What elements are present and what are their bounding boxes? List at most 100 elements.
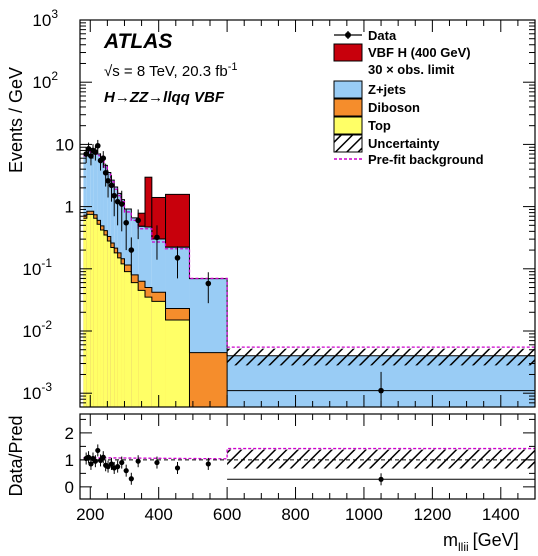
legend-signal-swatch — [333, 43, 363, 62]
top-bar-9 — [114, 252, 118, 407]
signal-bar-15 — [144, 176, 153, 228]
stacked-backgrounds — [83, 148, 535, 407]
energy-superscript: -1 — [228, 61, 238, 73]
top-bar-7 — [107, 240, 111, 407]
legend-zjets: Z+jets — [333, 80, 406, 99]
x-tick-label-4: 1000 — [345, 505, 383, 524]
y-tick-label-exp-6: -3 — [41, 380, 52, 394]
data-point-20 — [378, 387, 384, 394]
data-point-7 — [100, 155, 107, 161]
top-bar-4 — [97, 224, 101, 407]
uncertainty-band-0 — [227, 348, 535, 366]
ratio-point-10 — [108, 461, 115, 467]
top-bar-2 — [90, 214, 94, 407]
data-points — [83, 139, 535, 407]
y-tick-label-base-0: 10 — [32, 11, 51, 30]
x-tick-label-6: 1400 — [482, 505, 520, 524]
data-point-18 — [174, 255, 181, 261]
ratio-uncertainty-band — [227, 449, 535, 469]
y-tick-label-exp-5: -2 — [41, 318, 52, 332]
ratio-point-4 — [92, 458, 98, 464]
x-axis-title-base: m — [443, 530, 458, 550]
top-bar-15 — [145, 297, 152, 407]
ratio-point-2 — [88, 461, 94, 467]
legend-uncertainty: Uncertainty — [333, 134, 440, 153]
ratio-point-16 — [135, 458, 141, 464]
top-outline — [83, 213, 190, 407]
top-bar-12 — [124, 271, 132, 407]
x-tick-label-1: 400 — [144, 505, 172, 524]
top-bar-17 — [165, 320, 190, 407]
y-tick-label-base-5: 10 — [22, 322, 41, 341]
x-axis-title-unit: [GeV] — [473, 530, 519, 550]
ratio-point-1 — [85, 454, 92, 460]
ratio-y-tick-label-1: 1 — [65, 451, 74, 470]
ratio-point-15 — [128, 476, 134, 482]
y-tick-label-4: 10-1 — [22, 256, 52, 279]
top-bar-3 — [93, 218, 98, 407]
top-bar-0 — [83, 218, 87, 407]
y-tick-label-exp-4: -1 — [41, 256, 52, 270]
legend-prefit: Pre-fit background — [334, 152, 484, 167]
y-tick-label-base-3: 1 — [65, 198, 74, 217]
energy-text: √s = 8 TeV, 20.3 fb — [104, 63, 228, 80]
ratio-y-tick-label-0: 2 — [65, 424, 74, 443]
data-point-2 — [88, 153, 94, 159]
x-tick-label-0: 200 — [76, 505, 104, 524]
y-tick-label-3: 1 — [65, 198, 74, 217]
top-bar-10 — [117, 257, 122, 407]
x-tick-label-2: 600 — [213, 505, 241, 524]
legend-zjets-swatch — [333, 80, 363, 99]
signal-histogram — [137, 176, 190, 248]
ratio-point-7 — [100, 454, 106, 460]
legend-diboson-swatch — [333, 98, 363, 117]
y-tick-label-1: 102 — [32, 69, 58, 92]
legend-signal-label-2: 30 × obs. limit — [368, 62, 455, 77]
ratio-point-13 — [119, 459, 125, 466]
y-tick-label-5: 10-2 — [22, 318, 52, 341]
data-point-13 — [118, 201, 125, 207]
top-bar-16 — [151, 301, 166, 407]
top-bar-6 — [103, 234, 108, 407]
data-point-17 — [154, 234, 160, 241]
ratio-point-12 — [115, 464, 121, 470]
data-point-11 — [111, 192, 118, 199]
x-tick-label-5: 1200 — [413, 505, 451, 524]
ratio-point-14 — [123, 468, 129, 474]
data-point-14 — [123, 219, 129, 226]
ratio-point-17 — [154, 459, 160, 466]
legend-zjets-label: Z+jets — [368, 82, 406, 97]
y-tick-label-0: 103 — [32, 7, 58, 30]
top-bar-5 — [100, 230, 104, 407]
signal-bar-17 — [165, 193, 190, 248]
ratio-y-tick-label-2: 0 — [65, 478, 74, 497]
signal-bar-16 — [151, 196, 167, 240]
legend-top-swatch — [333, 116, 363, 135]
legend-top-label: Top — [368, 118, 391, 133]
ratio-data-points — [83, 444, 535, 486]
y-tick-label-base-4: 10 — [22, 260, 41, 279]
y-tick-label-base-2: 10 — [55, 135, 74, 154]
data-point-19 — [205, 280, 212, 287]
main-plot-area — [83, 139, 535, 407]
legend-top: Top — [333, 116, 391, 135]
diboson-bar-18 — [189, 352, 228, 407]
uncertainty-band — [227, 348, 535, 366]
data-point-16 — [135, 217, 141, 224]
y-tick-label-exp-1: 2 — [51, 69, 58, 83]
legend-uncertainty-label: Uncertainty — [368, 136, 440, 151]
data-point-1 — [85, 145, 92, 152]
y-tick-label-base-1: 10 — [32, 73, 51, 92]
top-bar-11 — [121, 263, 125, 407]
top-bar-1 — [86, 214, 91, 407]
ratio-y-axis-title: Data/Pred — [6, 415, 26, 496]
top-bar-8 — [110, 247, 115, 407]
data-point-12 — [114, 198, 121, 205]
x-axis-title-sub: llјј — [458, 540, 469, 551]
ratio-reference-lines — [80, 447, 535, 461]
energy-label: √s = 8 TeV, 20.3 fb-1 — [104, 61, 238, 80]
y-tick-label-2: 10 — [55, 135, 74, 154]
